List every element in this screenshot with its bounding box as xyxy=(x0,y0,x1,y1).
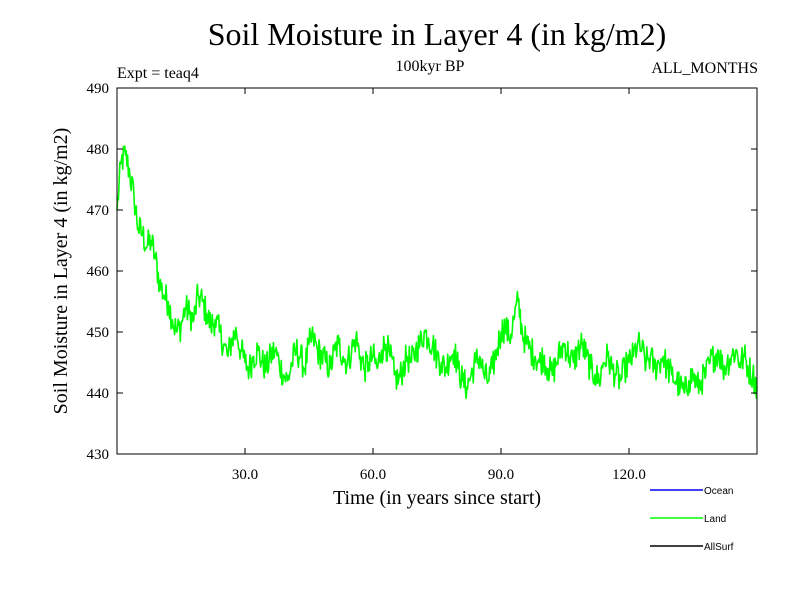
x-axis-label: Time (in years since start) xyxy=(333,487,541,509)
y-tick-label: 430 xyxy=(87,447,110,463)
x-axis: 30.0 60.0 90.0 120.0 xyxy=(232,88,646,483)
x-tick-label: 120.0 xyxy=(612,467,646,483)
chart-title: Soil Moisture in Layer 4 (in kg/m2) xyxy=(208,16,667,52)
y-tick-label: 460 xyxy=(87,264,110,280)
legend-label-land: Land xyxy=(704,514,726,525)
y-axis: 430 440 450 460 470 480 490 xyxy=(87,81,757,463)
experiment-label: Expt = teaq4 xyxy=(117,65,199,82)
series-line-land xyxy=(116,145,758,400)
y-axis-label: Soil Moisture in Layer 4 (in kg/m2) xyxy=(50,128,72,415)
x-tick-label: 30.0 xyxy=(232,467,258,483)
y-tick-label: 440 xyxy=(87,386,110,402)
legend-label-allsurf: AllSurf xyxy=(704,542,734,553)
plot-area xyxy=(116,145,758,400)
y-tick-label: 480 xyxy=(87,142,110,158)
legend-label-ocean: Ocean xyxy=(704,486,733,497)
plot-frame xyxy=(116,87,758,455)
legend: Ocean Land AllSurf xyxy=(650,486,734,553)
period-label: 100kyr BP xyxy=(396,58,465,75)
y-tick-label: 450 xyxy=(87,325,110,341)
x-tick-label: 60.0 xyxy=(360,467,386,483)
months-label: ALL_MONTHS xyxy=(651,60,758,77)
x-tick-label: 90.0 xyxy=(488,467,514,483)
y-tick-label: 490 xyxy=(87,81,110,97)
y-tick-label: 470 xyxy=(87,203,110,219)
